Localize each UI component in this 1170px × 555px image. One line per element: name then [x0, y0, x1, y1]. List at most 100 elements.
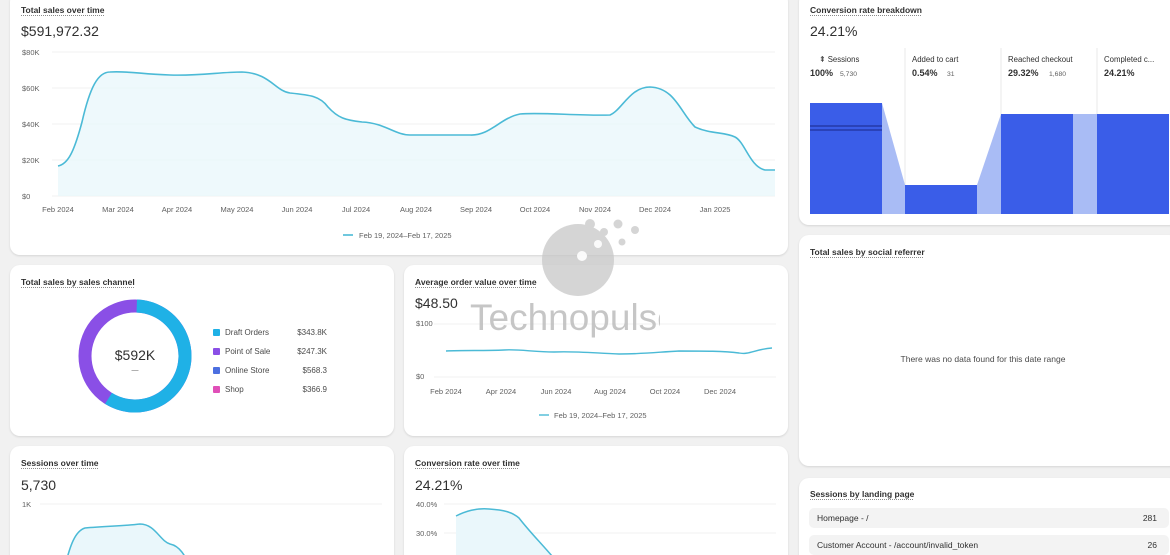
legend-label[interactable]: Feb 19, 2024–Feb 17, 2025 — [359, 231, 452, 240]
legend-label[interactable]: Feb 19, 2024–Feb 17, 2025 — [554, 411, 647, 420]
card-title[interactable]: Total sales over time — [21, 5, 105, 15]
donut-center-value: $592K — [115, 347, 156, 363]
channel-legend-item[interactable]: Draft Orders — [213, 328, 269, 337]
legend-label: Draft Orders — [225, 328, 270, 337]
empty-state-text: There was no data found for this date ra… — [900, 354, 1066, 364]
landing-page-card: Sessions by landing page Homepage - / 281… — [799, 478, 1170, 555]
conversion-time-card: Conversion rate over time 24.21% 40.0% 3… — [404, 446, 788, 555]
donut-segment-draft-orders — [78, 299, 192, 413]
total-sales-card: Total sales over time $591,972.32 $80K $… — [10, 0, 788, 255]
funnel-bar-stripe — [810, 125, 882, 127]
x-tick-label: Feb 2024 — [42, 205, 74, 214]
x-tick-label: Dec 2024 — [639, 205, 671, 214]
landing-row[interactable]: Customer Account - /account/invalid_toke… — [809, 535, 1169, 555]
sessions-line — [67, 523, 185, 555]
x-tick-label: Oct 2024 — [520, 205, 550, 214]
x-tick-label: May 2024 — [221, 205, 254, 214]
card-title[interactable]: Sessions by landing page — [810, 489, 915, 499]
y-tick-label: 30.0% — [416, 529, 438, 538]
swatch — [213, 348, 220, 355]
card-title[interactable]: Conversion rate breakdown — [810, 5, 922, 15]
funnel-step-label: Completed c... — [1104, 55, 1154, 64]
x-tick-label: Apr 2024 — [162, 205, 192, 214]
landing-value: 281 — [1142, 513, 1157, 523]
x-tick-label: Apr 2024 — [486, 387, 516, 396]
y-tick-label: $40K — [22, 120, 40, 129]
card-title[interactable]: Total sales by social referrer — [810, 247, 925, 257]
funnel-chart: ⇞ Sessions Added to cart Reached checkou… — [810, 48, 1169, 214]
x-tick-label: Aug 2024 — [400, 205, 432, 214]
y-tick-label: 40.0% — [416, 500, 438, 509]
channel-legend-value: $366.9 — [290, 385, 327, 394]
x-tick-label: Jun 2024 — [282, 205, 313, 214]
aov-line — [445, 347, 773, 355]
legend-value: $247.3K — [297, 347, 327, 356]
channel-legend-value: $568.3 — [290, 366, 327, 375]
funnel-step-pct: 29.32% — [1008, 68, 1039, 78]
funnel-step-pct: 0.54% — [912, 68, 938, 78]
funnel-dropoff — [977, 114, 1001, 214]
sessions-card: Sessions over time 5,730 1K — [10, 446, 394, 555]
card-title[interactable]: Conversion rate over time — [415, 458, 520, 468]
conversion-time-area — [456, 508, 552, 555]
y-tick-label: $60K — [22, 84, 40, 93]
funnel-bar-checkout — [1001, 114, 1073, 214]
conversion-time-chart: 40.0% 30.0% — [416, 500, 776, 555]
aov-card: Average order value over time $48.50 $10… — [404, 265, 788, 436]
funnel-bar-cart — [905, 185, 977, 214]
y-tick-label: $0 — [22, 192, 30, 201]
funnel-step-count: 31 — [947, 71, 955, 78]
funnel-step-label: Added to cart — [912, 55, 959, 64]
funnel-step-pct: 100% — [810, 68, 833, 78]
landing-row[interactable]: Homepage - / 281 — [809, 508, 1169, 528]
conversion-time-line — [455, 508, 553, 555]
conversion-breakdown-card: Conversion rate breakdown 24.21% ⇞ Sessi… — [799, 0, 1170, 225]
legend-label: Online Store — [225, 366, 270, 375]
channel-legend-value: $343.8K — [290, 328, 327, 337]
funnel-dropoff — [882, 103, 905, 214]
y-tick-label: 1K — [22, 500, 31, 509]
conversion-value: 24.21% — [810, 23, 858, 39]
conversion-time-value: 24.21% — [415, 477, 463, 493]
channel-legend-item[interactable]: Point of Sale — [213, 347, 270, 356]
sessions-value: 5,730 — [21, 477, 57, 493]
legend-label: Shop — [225, 385, 244, 394]
x-tick-label: Dec 2024 — [704, 387, 736, 396]
channel-legend-item[interactable]: Online Store — [213, 366, 269, 375]
funnel-bar-sessions — [810, 103, 882, 214]
x-tick-label: Jul 2024 — [342, 205, 370, 214]
funnel-bar-stripe — [810, 129, 882, 131]
total-sales-line — [57, 71, 775, 171]
sales-channel-card: Total sales by sales channel $592K — Dra… — [10, 265, 394, 436]
x-tick-label: Mar 2024 — [102, 205, 134, 214]
channel-legend-item[interactable]: Shop — [213, 385, 244, 394]
card-title[interactable]: Total sales by sales channel — [21, 277, 135, 287]
funnel-bar-completed — [1097, 114, 1169, 214]
funnel-step-label: Reached checkout — [1008, 55, 1073, 64]
funnel-step-pct: 24.21% — [1104, 68, 1135, 78]
y-tick-label: $20K — [22, 156, 40, 165]
x-tick-label: Nov 2024 — [579, 205, 611, 214]
legend-value: $343.8K — [297, 328, 327, 337]
legend-label: Point of Sale — [225, 347, 271, 356]
legend-value: $366.9 — [302, 385, 327, 394]
social-referrer-card: Total sales by social referrer There was… — [799, 235, 1170, 466]
swatch — [213, 386, 220, 393]
donut-chart: $592K — — [78, 299, 192, 413]
x-tick-label: Jun 2024 — [541, 387, 572, 396]
y-tick-label: $100 — [416, 319, 433, 328]
swatch — [213, 367, 220, 374]
aov-chart: $100 $0 Feb 2024 Apr 2024 Jun 2024 Aug 2… — [416, 319, 776, 420]
total-sales-chart: $80K $60K $40K $20K $0 Feb 2024 Mar 2024… — [22, 48, 775, 240]
total-sales-value: $591,972.32 — [21, 23, 99, 39]
funnel-step-count: 5,730 — [840, 71, 857, 78]
landing-label: Homepage - / — [817, 513, 869, 523]
funnel-step-count: 1,680 — [1049, 71, 1066, 78]
legend-value: $568.3 — [302, 366, 327, 375]
donut-center-sub: — — [132, 367, 139, 374]
x-tick-label: Sep 2024 — [460, 205, 492, 214]
aov-value: $48.50 — [415, 295, 458, 311]
card-title[interactable]: Average order value over time — [415, 277, 537, 287]
swatch — [213, 329, 220, 336]
card-title[interactable]: Sessions over time — [21, 458, 99, 468]
